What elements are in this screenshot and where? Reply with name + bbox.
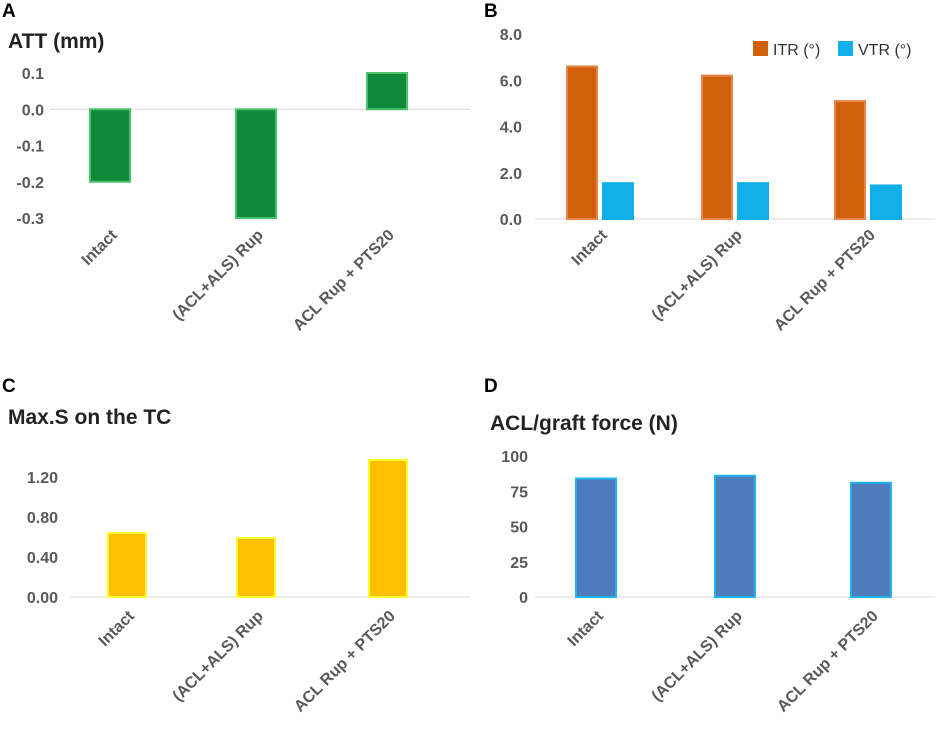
panel-c-bar-1	[107, 532, 147, 598]
legend-swatch-vtr	[838, 41, 853, 56]
panel-d-ytick-label: 0	[519, 590, 528, 607]
panel-b-ytick-label: 6.0	[500, 73, 522, 90]
panel-c-bar-2	[236, 537, 276, 598]
panel-b-ytick-label: 2.0	[500, 166, 522, 183]
panel-c-category-label: ACL Rup + PTS20	[291, 608, 399, 716]
legend: ITR (°) VTR (°)	[753, 41, 912, 59]
panel-c-marks: 0.00 0.40 0.80 1.20 Intact (ACL+ALS) Rup ACL R…	[27, 459, 470, 716]
panel-b-bar-itr-3	[834, 100, 866, 220]
panel-letter-b: B	[484, 1, 498, 22]
panel-a-category-label: ACL Rup + PTS20	[290, 227, 398, 335]
panel-c-ytick-label: 0.80	[27, 510, 58, 527]
panel-d-category-label: ACL Rup + PTS20	[774, 608, 882, 716]
panel-b-ytick-label: 8.0	[500, 27, 522, 44]
panel-d-ytick-label: 75	[510, 484, 528, 501]
panel-d-bar-3	[850, 481, 892, 599]
panel-letter-c: C	[2, 376, 16, 397]
panel-letter-d: D	[484, 376, 498, 397]
panel-c-bar-3	[368, 459, 408, 598]
panel-a: A ATT (mm) 0.1 0.0 -0.1 -0.2 -0.3 Intact (ACL+…	[2, 1, 470, 334]
panel-c-ytick-label: 0.40	[27, 550, 58, 567]
panel-a-ytick-label: 0.1	[22, 66, 44, 83]
panel-b-bar-vtr-3	[870, 184, 902, 220]
panel-d-bar-1	[575, 477, 617, 598]
panel-c: C Max.S on the TC 0.00 0.40 0.80 1.20 Intact…	[2, 376, 470, 715]
panel-b-ytick-label: 4.0	[500, 120, 522, 137]
panel-a-ytick-label: -0.3	[16, 211, 44, 228]
panel-c-ytick-label: 0.00	[27, 590, 58, 607]
panel-a-category-label: Intact	[79, 226, 122, 269]
panel-b-bar-vtr-1	[602, 182, 634, 220]
panel-d-ytick-label: 100	[501, 449, 528, 466]
panel-d-marks: 0 25 50 75 100 Intact (ACL+ALS) Rup ACL Rup + P…	[501, 449, 935, 715]
panel-a-ytick-label: -0.1	[16, 139, 44, 156]
panel-a-bar-3	[366, 72, 408, 111]
panel-d-ytick-label: 50	[510, 520, 528, 537]
panel-b-category-label: Intact	[569, 226, 612, 269]
panel-b-ytick-label: 0.0	[500, 212, 522, 229]
panel-d-bar-2	[714, 474, 756, 598]
panel-b-category-label: (ACL+ALS) Rup	[649, 227, 746, 324]
legend-label-itr: ITR (°)	[773, 42, 820, 59]
panel-b: B 0.0 2.0 4.0 6.0 8.0 Intact (ACL+ALS) Rup ACL …	[484, 1, 935, 334]
legend-swatch-itr	[753, 41, 768, 56]
panel-letter-a: A	[2, 1, 16, 22]
panel-a-ytick-label: 0.0	[22, 102, 44, 119]
legend-label-vtr: VTR (°)	[858, 42, 912, 59]
panel-a-ytick-label: -0.2	[16, 175, 44, 192]
panel-b-bar-itr-1	[566, 65, 598, 220]
panel-d: D ACL/graft force (N) 0 25 50 75 100 Intact (A…	[484, 376, 935, 715]
panel-a-bar-1	[89, 108, 131, 183]
panel-c-title: Max.S on the TC	[8, 406, 171, 429]
panel-a-category-label: (ACL+ALS) Rup	[170, 227, 267, 324]
panel-b-category-label: ACL Rup + PTS20	[771, 227, 879, 335]
panel-b-marks: 0.0 2.0 4.0 6.0 8.0 Intact (ACL+ALS) Rup ACL Ru…	[500, 27, 935, 334]
panel-a-marks: 0.1 0.0 -0.1 -0.2 -0.3 Intact (ACL+ALS) Rup ACL…	[16, 66, 470, 334]
panel-c-ytick-label: 1.20	[27, 470, 58, 487]
panel-c-category-label: Intact	[96, 607, 139, 650]
panel-a-bar-2	[235, 108, 277, 219]
panel-c-category-label: (ACL+ALS) Rup	[170, 608, 267, 705]
panel-d-category-label: (ACL+ALS) Rup	[649, 608, 746, 705]
panel-a-title: ATT (mm)	[8, 30, 104, 53]
panel-b-bar-vtr-2	[737, 182, 769, 220]
panel-d-ytick-label: 25	[510, 555, 528, 572]
panel-b-bar-itr-2	[701, 74, 733, 220]
panel-d-title: ACL/graft force (N)	[490, 412, 678, 435]
panel-d-category-label: Intact	[565, 607, 608, 650]
